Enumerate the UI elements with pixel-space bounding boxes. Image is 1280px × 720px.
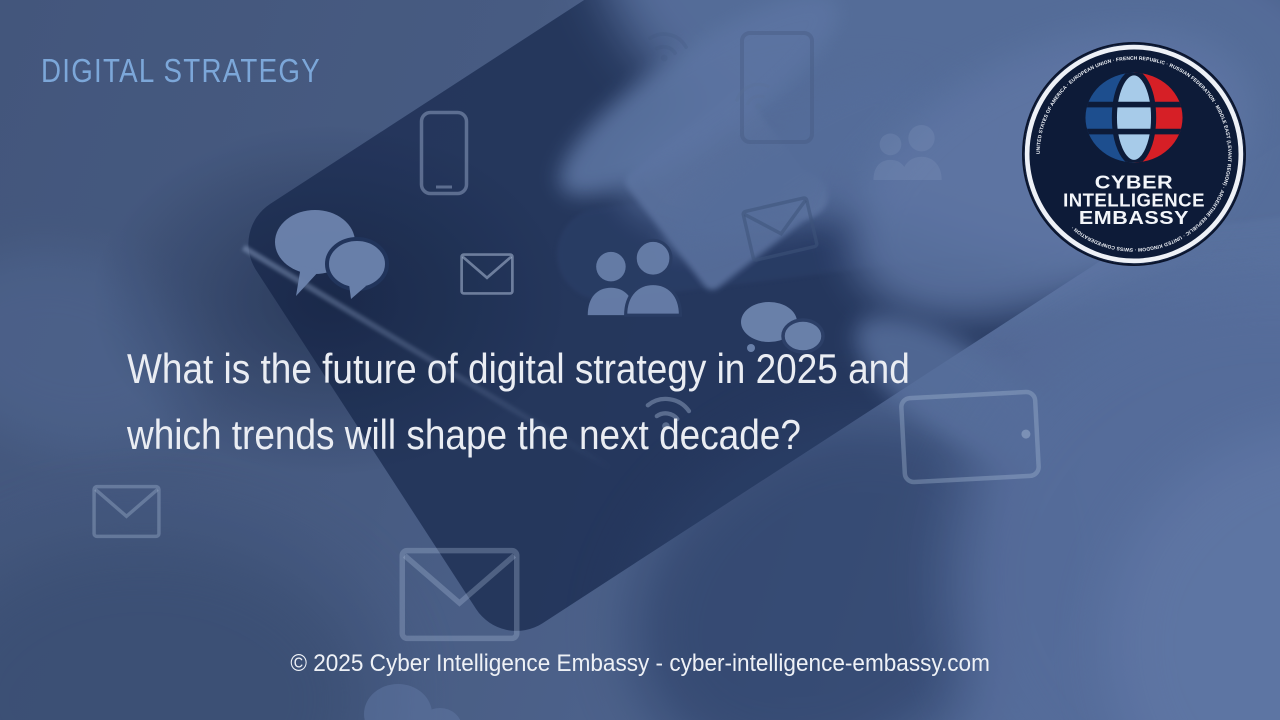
envelope-icon bbox=[92, 484, 161, 539]
thought-bubbles-icon bbox=[741, 302, 825, 354]
svg-text:EMBASSY: EMBASSY bbox=[1079, 207, 1189, 228]
people-icon bbox=[873, 124, 942, 180]
headline-line-2: which trends will shape the next decade? bbox=[127, 411, 801, 458]
smartphone-outline-icon bbox=[740, 31, 814, 144]
wifi-icon bbox=[645, 396, 692, 430]
page-title: DIGITAL STRATEGY bbox=[41, 52, 321, 89]
envelope-icon bbox=[399, 547, 520, 642]
headline: What is the future of digital strategy i… bbox=[127, 336, 1113, 468]
headline-line-1: What is the future of digital strategy i… bbox=[127, 345, 910, 392]
brand-badge: UNITED STATES OF AMERICA · EUROPEAN UNIO… bbox=[1022, 42, 1246, 266]
envelope-icon bbox=[460, 253, 514, 295]
thought-bubbles-icon bbox=[364, 684, 461, 720]
svg-text:CYBER: CYBER bbox=[1095, 172, 1173, 193]
globe-icon bbox=[1085, 72, 1183, 163]
chat-bubbles-icon bbox=[275, 210, 389, 299]
people-icon bbox=[587, 238, 683, 317]
svg-text:INTELLIGENCE: INTELLIGENCE bbox=[1063, 189, 1205, 210]
footer-copyright: © 2025 Cyber Intelligence Embassy - cybe… bbox=[0, 650, 1280, 678]
envelope-icon bbox=[741, 196, 819, 262]
footer-text: © 2025 Cyber Intelligence Embassy - cybe… bbox=[290, 650, 990, 677]
wifi-icon bbox=[648, 32, 688, 62]
wifi-icon bbox=[735, 82, 770, 110]
smartphone-outline-icon bbox=[419, 110, 469, 196]
tablet-outline-icon bbox=[899, 389, 1041, 485]
badge-title: CYBER INTELLIGENCE EMBASSY bbox=[1063, 172, 1205, 228]
